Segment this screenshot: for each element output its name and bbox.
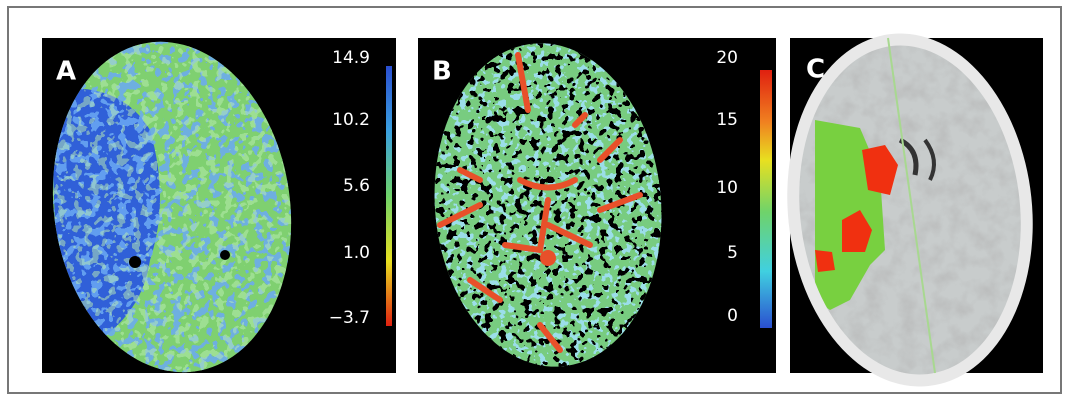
colorbar-tick-label: 20 <box>716 48 738 68</box>
colorbar-tick-label: 5 <box>727 243 738 263</box>
colorbar-tick-label: 14.9 <box>332 48 370 68</box>
colorbar-tick-label: 0 <box>727 306 738 326</box>
panel-c: C <box>770 21 1050 399</box>
colorbar <box>760 70 772 328</box>
colorbar-tick-label: −3.7 <box>329 308 370 328</box>
figure: A 14.9 10.2 5.6 1.0 −3.7 B 20 15 10 5 0 <box>0 0 1069 400</box>
colorbar-tick-label: 10 <box>716 178 738 198</box>
panel-label: B <box>432 57 452 87</box>
colorbar-tick-label: 1.0 <box>343 243 370 263</box>
panel-a: A 14.9 10.2 5.6 1.0 −3.7 <box>42 38 396 375</box>
colorbar-tick-label: 15 <box>716 110 738 130</box>
colorbar <box>386 66 392 326</box>
panel-label: A <box>56 57 76 87</box>
colorbar-tick-label: 10.2 <box>332 110 370 130</box>
panel-b: B 20 15 10 5 0 <box>418 38 776 375</box>
colorbar-tick-label: 5.6 <box>343 176 370 196</box>
panel-label: C <box>806 55 825 85</box>
